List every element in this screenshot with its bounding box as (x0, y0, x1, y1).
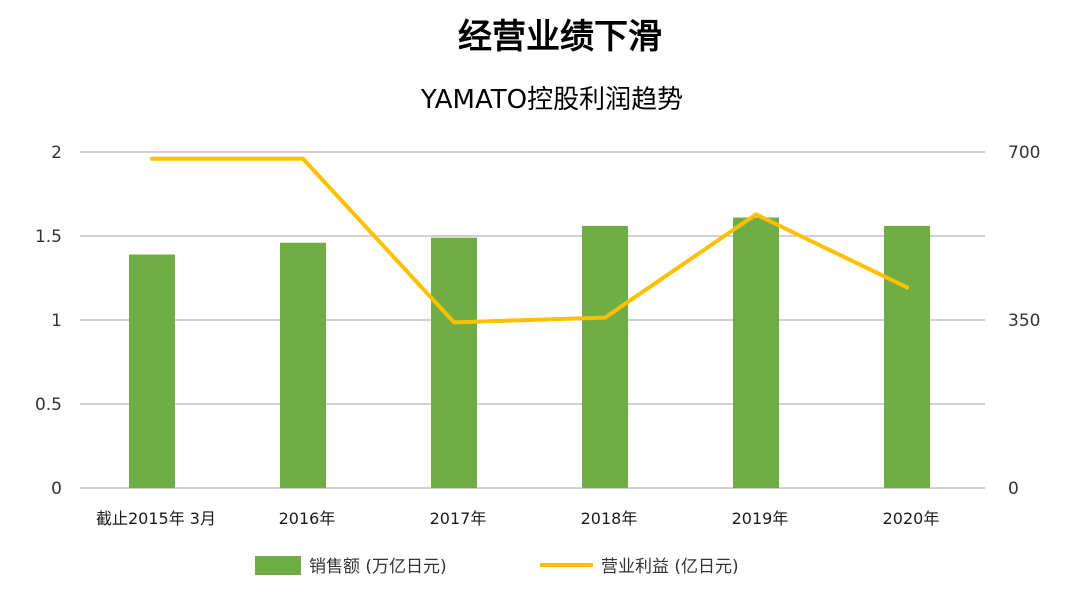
bar (280, 242, 326, 488)
line-series (150, 156, 909, 325)
chart-title: 经营业绩下滑 (458, 17, 662, 57)
y-left-tick-label: 1 (51, 311, 62, 331)
line-point (452, 320, 456, 325)
y-left-tick-label: 2 (51, 143, 62, 163)
bar-series (129, 217, 930, 489)
watermark-text: 现代物流Material Flow (752, 534, 987, 559)
line-point (301, 156, 305, 161)
y-left-tick-label: 1.5 (35, 227, 62, 247)
y-left-tick-label: 0 (51, 479, 62, 499)
bar (129, 254, 175, 488)
wechat-icon (714, 535, 746, 558)
line-point (905, 285, 909, 290)
bar (884, 225, 930, 489)
y-right-tick-label: 700 (1008, 143, 1040, 163)
x-tick-label: 2018年 (581, 509, 638, 528)
y-right-tick-label: 0 (1008, 479, 1019, 499)
line-point (150, 156, 154, 161)
legend: 销售额 (万亿日元) 营业利益 (亿日元) (255, 556, 739, 577)
chart-subtitle: YAMATO控股利润趋势 (420, 85, 683, 115)
bar (582, 225, 628, 489)
x-tick-label: 2019年 (732, 509, 789, 528)
y-left-tick-label: 0.5 (35, 395, 62, 415)
line-point (754, 212, 758, 217)
x-tick-label: 截止2015年 3月 (96, 509, 216, 528)
bar (431, 237, 477, 488)
y-right-tick-label: 350 (1008, 311, 1040, 331)
legend-label-sales: 销售额 (万亿日元) (309, 557, 447, 577)
line-point (603, 315, 607, 320)
x-tick-label: 2017年 (430, 509, 487, 528)
legend-label-profit: 营业利益 (亿日元) (601, 557, 739, 577)
profit-line (150, 156, 909, 325)
x-tick-label: 2016年 (279, 509, 336, 528)
legend-swatch-sales (255, 556, 301, 575)
x-axis-ticks: 截止2015年 3月 2016年 2017年 2018年 2019年 2020年 (96, 509, 939, 528)
bar (733, 217, 779, 488)
watermark: 现代物流Material Flow (714, 534, 987, 559)
axis-ticks: 0 0.5 1 1.5 2 0 350 700 (35, 143, 1041, 499)
x-tick-label: 2020年 (883, 509, 940, 528)
